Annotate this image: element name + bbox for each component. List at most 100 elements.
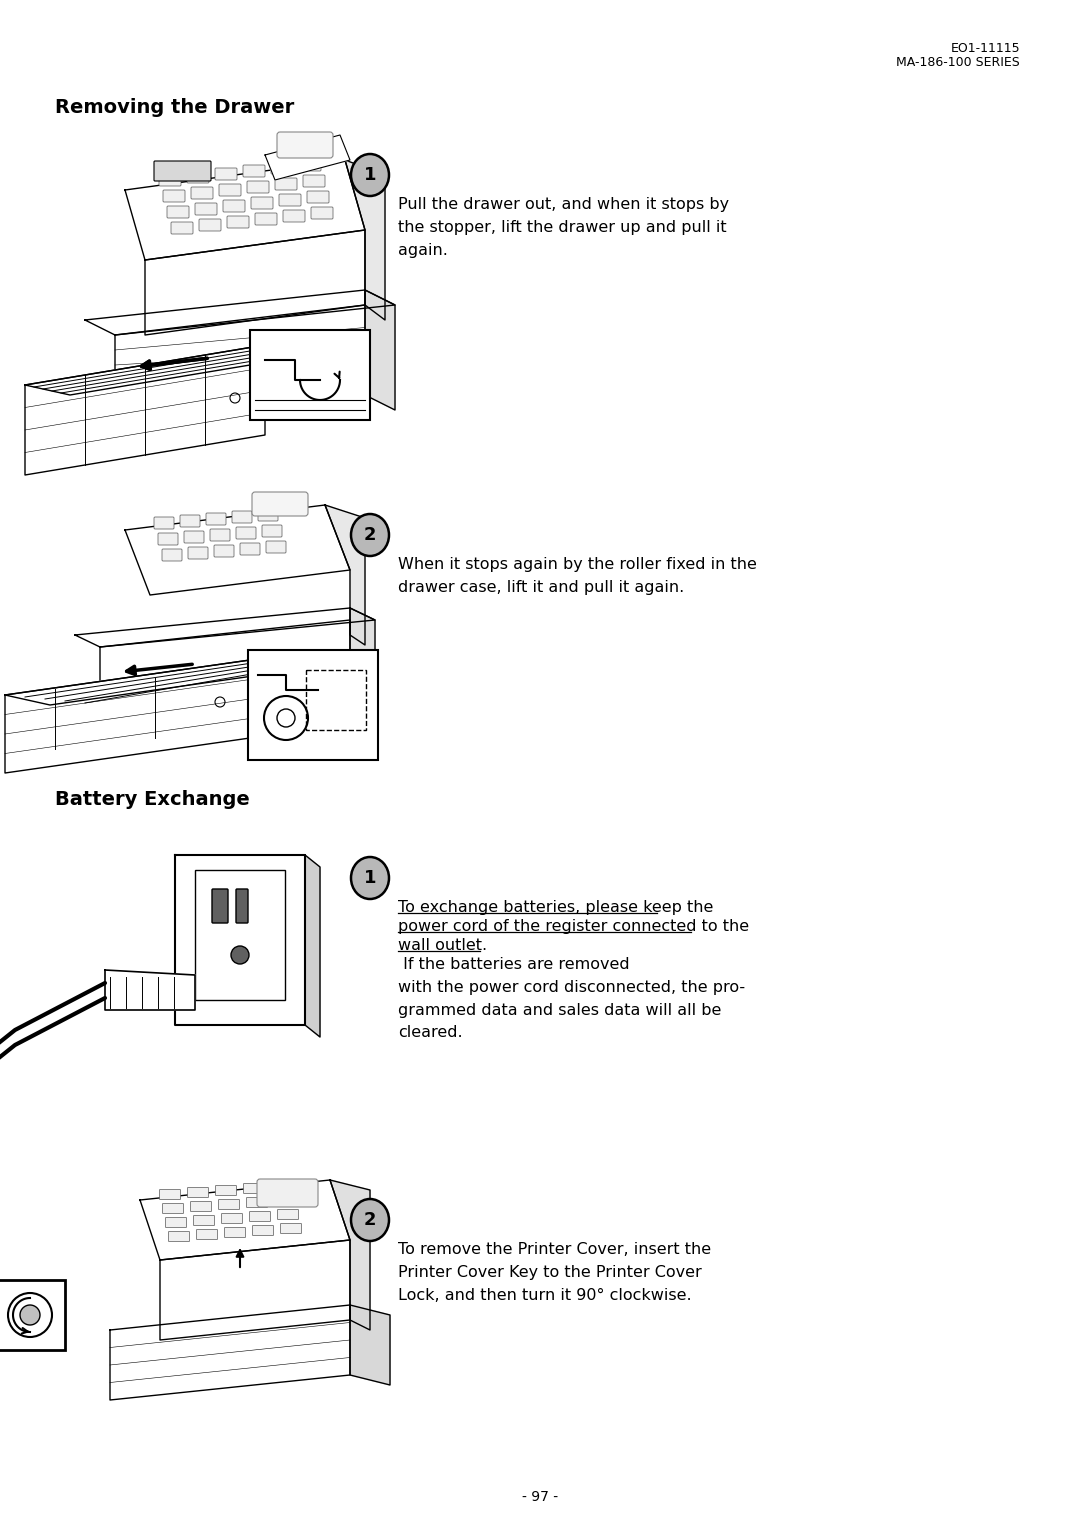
Text: 2: 2	[364, 1212, 376, 1229]
FancyBboxPatch shape	[237, 889, 248, 923]
Polygon shape	[75, 608, 375, 646]
Ellipse shape	[351, 1199, 389, 1241]
FancyBboxPatch shape	[159, 174, 181, 186]
FancyBboxPatch shape	[303, 176, 325, 186]
Bar	[0, 1280, 65, 1351]
FancyBboxPatch shape	[206, 513, 226, 526]
Text: If the batteries are removed
with the power cord disconnected, the pro-
grammed : If the batteries are removed with the po…	[399, 957, 745, 1041]
FancyBboxPatch shape	[163, 189, 185, 202]
FancyBboxPatch shape	[283, 209, 305, 222]
Polygon shape	[145, 231, 365, 335]
Polygon shape	[365, 290, 395, 410]
FancyBboxPatch shape	[162, 1204, 184, 1213]
FancyBboxPatch shape	[219, 183, 241, 196]
FancyBboxPatch shape	[246, 1198, 268, 1207]
FancyBboxPatch shape	[311, 206, 333, 219]
Text: To exchange batteries, please keep the: To exchange batteries, please keep the	[399, 900, 714, 915]
FancyBboxPatch shape	[278, 1210, 298, 1219]
Text: When it stops again by the roller fixed in the
drawer case, lift it and pull it : When it stops again by the roller fixed …	[399, 558, 757, 594]
FancyBboxPatch shape	[154, 160, 211, 180]
FancyBboxPatch shape	[212, 889, 228, 923]
Polygon shape	[140, 1180, 350, 1261]
FancyBboxPatch shape	[262, 526, 282, 536]
FancyBboxPatch shape	[247, 180, 269, 193]
FancyBboxPatch shape	[190, 1201, 212, 1212]
Polygon shape	[110, 1305, 350, 1400]
FancyBboxPatch shape	[279, 194, 301, 206]
Bar	[249, 330, 370, 420]
Polygon shape	[5, 660, 249, 773]
Ellipse shape	[351, 857, 389, 898]
FancyBboxPatch shape	[214, 545, 234, 558]
FancyBboxPatch shape	[255, 212, 276, 225]
Bar	[195, 869, 285, 999]
Polygon shape	[330, 1180, 370, 1329]
Polygon shape	[350, 1305, 390, 1384]
Text: wall outlet.: wall outlet.	[399, 938, 487, 953]
FancyBboxPatch shape	[162, 549, 183, 561]
Polygon shape	[175, 856, 305, 1025]
Polygon shape	[345, 160, 384, 319]
Ellipse shape	[351, 513, 389, 556]
FancyBboxPatch shape	[274, 1195, 296, 1206]
FancyBboxPatch shape	[257, 1180, 318, 1207]
FancyBboxPatch shape	[199, 219, 221, 231]
Circle shape	[230, 393, 240, 403]
FancyBboxPatch shape	[253, 1225, 273, 1236]
Ellipse shape	[351, 154, 389, 196]
Polygon shape	[325, 504, 365, 645]
FancyBboxPatch shape	[187, 171, 210, 183]
FancyBboxPatch shape	[215, 168, 237, 180]
FancyBboxPatch shape	[249, 1212, 270, 1221]
Circle shape	[276, 709, 295, 727]
Circle shape	[264, 695, 308, 740]
FancyBboxPatch shape	[243, 1184, 265, 1193]
FancyBboxPatch shape	[276, 131, 333, 157]
Text: Pull the drawer out, and when it stops by
the stopper, lift the drawer up and pu: Pull the drawer out, and when it stops b…	[399, 197, 729, 258]
Polygon shape	[5, 660, 295, 704]
Polygon shape	[25, 345, 265, 475]
FancyBboxPatch shape	[180, 515, 200, 527]
FancyBboxPatch shape	[225, 1227, 245, 1238]
Polygon shape	[100, 620, 350, 724]
FancyBboxPatch shape	[266, 541, 286, 553]
FancyBboxPatch shape	[193, 1215, 215, 1225]
FancyBboxPatch shape	[251, 197, 273, 209]
Text: Removing the Drawer: Removing the Drawer	[55, 98, 294, 118]
FancyBboxPatch shape	[197, 1230, 217, 1239]
FancyBboxPatch shape	[240, 542, 260, 555]
Circle shape	[8, 1293, 52, 1337]
FancyBboxPatch shape	[158, 533, 178, 545]
FancyBboxPatch shape	[160, 1189, 180, 1199]
Polygon shape	[114, 306, 365, 425]
FancyBboxPatch shape	[184, 532, 204, 542]
Text: power cord of the register connected to the: power cord of the register connected to …	[399, 918, 750, 934]
FancyBboxPatch shape	[154, 516, 174, 529]
FancyBboxPatch shape	[168, 1232, 189, 1241]
FancyBboxPatch shape	[258, 509, 278, 521]
FancyBboxPatch shape	[252, 492, 308, 516]
Polygon shape	[265, 134, 350, 180]
FancyBboxPatch shape	[237, 527, 256, 539]
Polygon shape	[160, 1241, 350, 1340]
Polygon shape	[105, 970, 195, 1010]
FancyBboxPatch shape	[271, 162, 293, 174]
FancyBboxPatch shape	[243, 165, 265, 177]
Text: 1: 1	[364, 869, 376, 886]
FancyBboxPatch shape	[165, 1218, 187, 1227]
FancyBboxPatch shape	[216, 1186, 237, 1195]
FancyBboxPatch shape	[218, 1199, 240, 1210]
FancyBboxPatch shape	[299, 159, 321, 171]
FancyBboxPatch shape	[271, 1181, 293, 1192]
Polygon shape	[125, 160, 365, 260]
FancyBboxPatch shape	[188, 547, 208, 559]
Circle shape	[215, 697, 225, 707]
FancyBboxPatch shape	[221, 1213, 243, 1224]
Circle shape	[231, 946, 249, 964]
Text: To remove the Printer Cover, insert the
Printer Cover Key to the Printer Cover
L: To remove the Printer Cover, insert the …	[399, 1242, 711, 1302]
Text: - 97 -: - 97 -	[522, 1490, 558, 1504]
FancyBboxPatch shape	[275, 177, 297, 189]
Bar	[248, 649, 378, 759]
Text: 2: 2	[364, 526, 376, 544]
Text: Battery Exchange: Battery Exchange	[55, 790, 249, 808]
